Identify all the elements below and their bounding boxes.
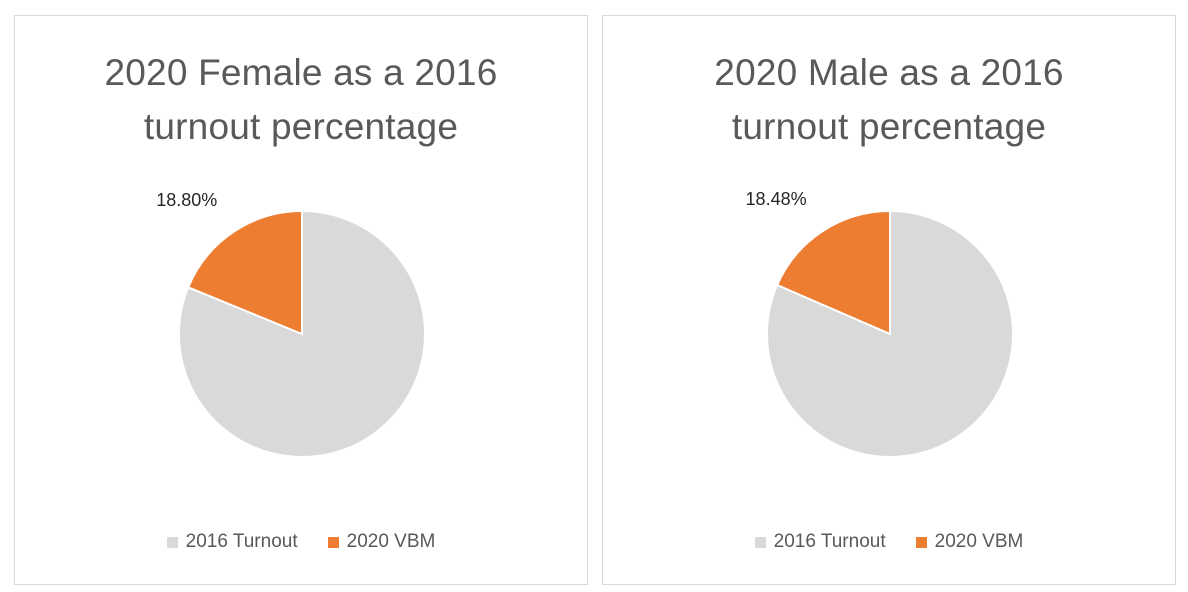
legend-swatch xyxy=(754,536,766,548)
legend-label: 2020 VBM xyxy=(934,531,1024,552)
legend-item-2020-vbm[interactable]: 2020 VBM xyxy=(915,531,1024,553)
legend-item-2016-turnout[interactable]: 2016 Turnout xyxy=(754,531,886,553)
chart-legend: 2016 Turnout 2020 VBM xyxy=(15,531,587,553)
legend-swatch xyxy=(166,536,178,548)
chart-legend: 2016 Turnout 2020 VBM xyxy=(603,531,1175,553)
female-pie-chart: 2020 Female as a 2016 turnout percentage… xyxy=(14,15,588,585)
chart-title: 2020 Male as a 2016 turnout percentage xyxy=(603,46,1175,154)
legend-label: 2016 Turnout xyxy=(773,531,886,552)
legend-item-2020-vbm[interactable]: 2020 VBM xyxy=(327,531,436,553)
legend-label: 2016 Turnout xyxy=(185,531,298,552)
legend-swatch xyxy=(915,536,927,548)
data-label-2020-vbm: 18.80% xyxy=(156,190,217,210)
chart-title-line: 2020 Male as a 2016 xyxy=(714,52,1064,93)
chart-title: 2020 Female as a 2016 turnout percentage xyxy=(15,46,587,154)
pie-plot-area: 18.80% xyxy=(156,190,426,458)
pie-plot-area: 18.48% xyxy=(746,189,1014,458)
data-label-2020-vbm: 18.48% xyxy=(746,189,807,209)
chart-title-line: 2020 Female as a 2016 xyxy=(104,52,498,93)
pie-slice-2020-vbm[interactable] xyxy=(186,209,303,336)
legend-swatch xyxy=(327,536,339,548)
chart-title-line: turnout percentage xyxy=(143,106,459,147)
male-pie-chart: 2020 Male as a 2016 turnout percentage 1… xyxy=(602,15,1176,585)
legend-item-2016-turnout[interactable]: 2016 Turnout xyxy=(166,531,298,553)
pie-slice-2020-vbm[interactable] xyxy=(775,209,891,336)
chart-title-line: turnout percentage xyxy=(731,106,1047,147)
legend-label: 2020 VBM xyxy=(346,531,436,552)
